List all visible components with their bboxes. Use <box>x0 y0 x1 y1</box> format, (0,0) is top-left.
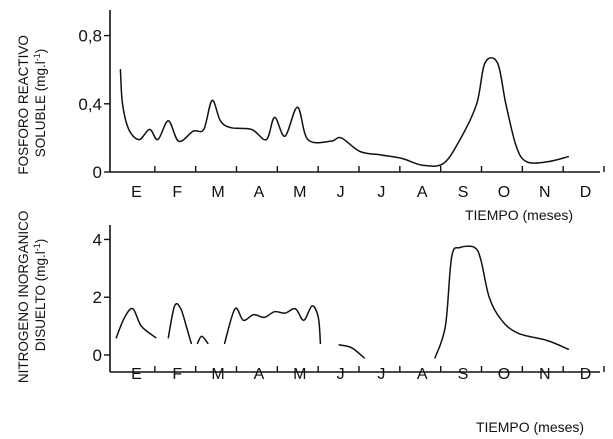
y-tick-label: 2 <box>93 288 102 307</box>
x-tick-label: N <box>539 366 551 383</box>
x-tick-label: A <box>254 184 265 201</box>
x-tick-label: F <box>172 184 182 201</box>
x-tick-label: D <box>580 184 592 201</box>
x-tick-label: S <box>458 366 469 383</box>
x-tick-label: O <box>498 184 510 201</box>
x-tick-label: M <box>211 184 224 201</box>
series-line <box>223 305 322 345</box>
x-tick-label: J <box>337 366 345 383</box>
x-tick-label: A <box>417 366 428 383</box>
y-axis-label: NITROGENO INORGANICO DISUELTO (mg.l-1) <box>16 207 48 383</box>
series-line <box>119 56 570 167</box>
series-line <box>167 302 193 345</box>
x-tick-label: O <box>498 366 510 383</box>
y-axis-label-line-1: NITROGENO INORGANICO <box>16 211 31 384</box>
y-tick-label: 0 <box>93 163 102 182</box>
y-tick-label: 0 <box>93 346 102 365</box>
y-axis-label-line-1: FOSFORO REACTIVO <box>16 35 31 175</box>
y-tick-label: 0,4 <box>78 95 102 114</box>
x-tick-label: D <box>580 366 592 383</box>
y-axis-label-exponent: -1 <box>32 53 42 61</box>
x-axis-label: TIEMPO (meses) <box>476 419 584 435</box>
series-line <box>115 307 157 339</box>
y-axis-label-line-2: DISUELTO (mg.l-1) <box>32 239 48 352</box>
x-tick-label: S <box>458 184 469 201</box>
x-tick-label: M <box>293 366 306 383</box>
x-tick-label: F <box>172 366 182 383</box>
y-axis-label-exponent: -1 <box>32 243 42 251</box>
x-tick-label: J <box>337 184 345 201</box>
y-axis-label-line-2: SOLUBLE (mg.l-1) <box>32 49 48 158</box>
x-tick-label: J <box>377 184 385 201</box>
x-tick-label: N <box>539 184 551 201</box>
y-tick-label: 0,8 <box>78 27 102 46</box>
nitrogen-chart: NITROGENO INORGANICO DISUELTO (mg.l-1) T… <box>16 207 605 435</box>
x-tick-label: E <box>131 184 142 201</box>
x-tick-label: M <box>211 366 224 383</box>
x-tick-label: E <box>131 366 142 383</box>
series-line <box>196 335 209 345</box>
x-tick-label: A <box>417 184 428 201</box>
phosphorus-chart: FOSFORO REACTIVO SOLUBLE (mg.l-1) TIEMPO… <box>16 10 605 223</box>
y-tick-label: 4 <box>93 230 102 249</box>
series-line <box>338 344 365 359</box>
x-tick-label: M <box>293 184 306 201</box>
series-line <box>434 245 570 359</box>
x-tick-label: A <box>254 366 265 383</box>
y-axis-label: FOSFORO REACTIVO SOLUBLE (mg.l-1) <box>16 31 48 174</box>
x-axis-label: TIEMPO (meses) <box>465 207 573 223</box>
x-tick-label: J <box>377 366 385 383</box>
